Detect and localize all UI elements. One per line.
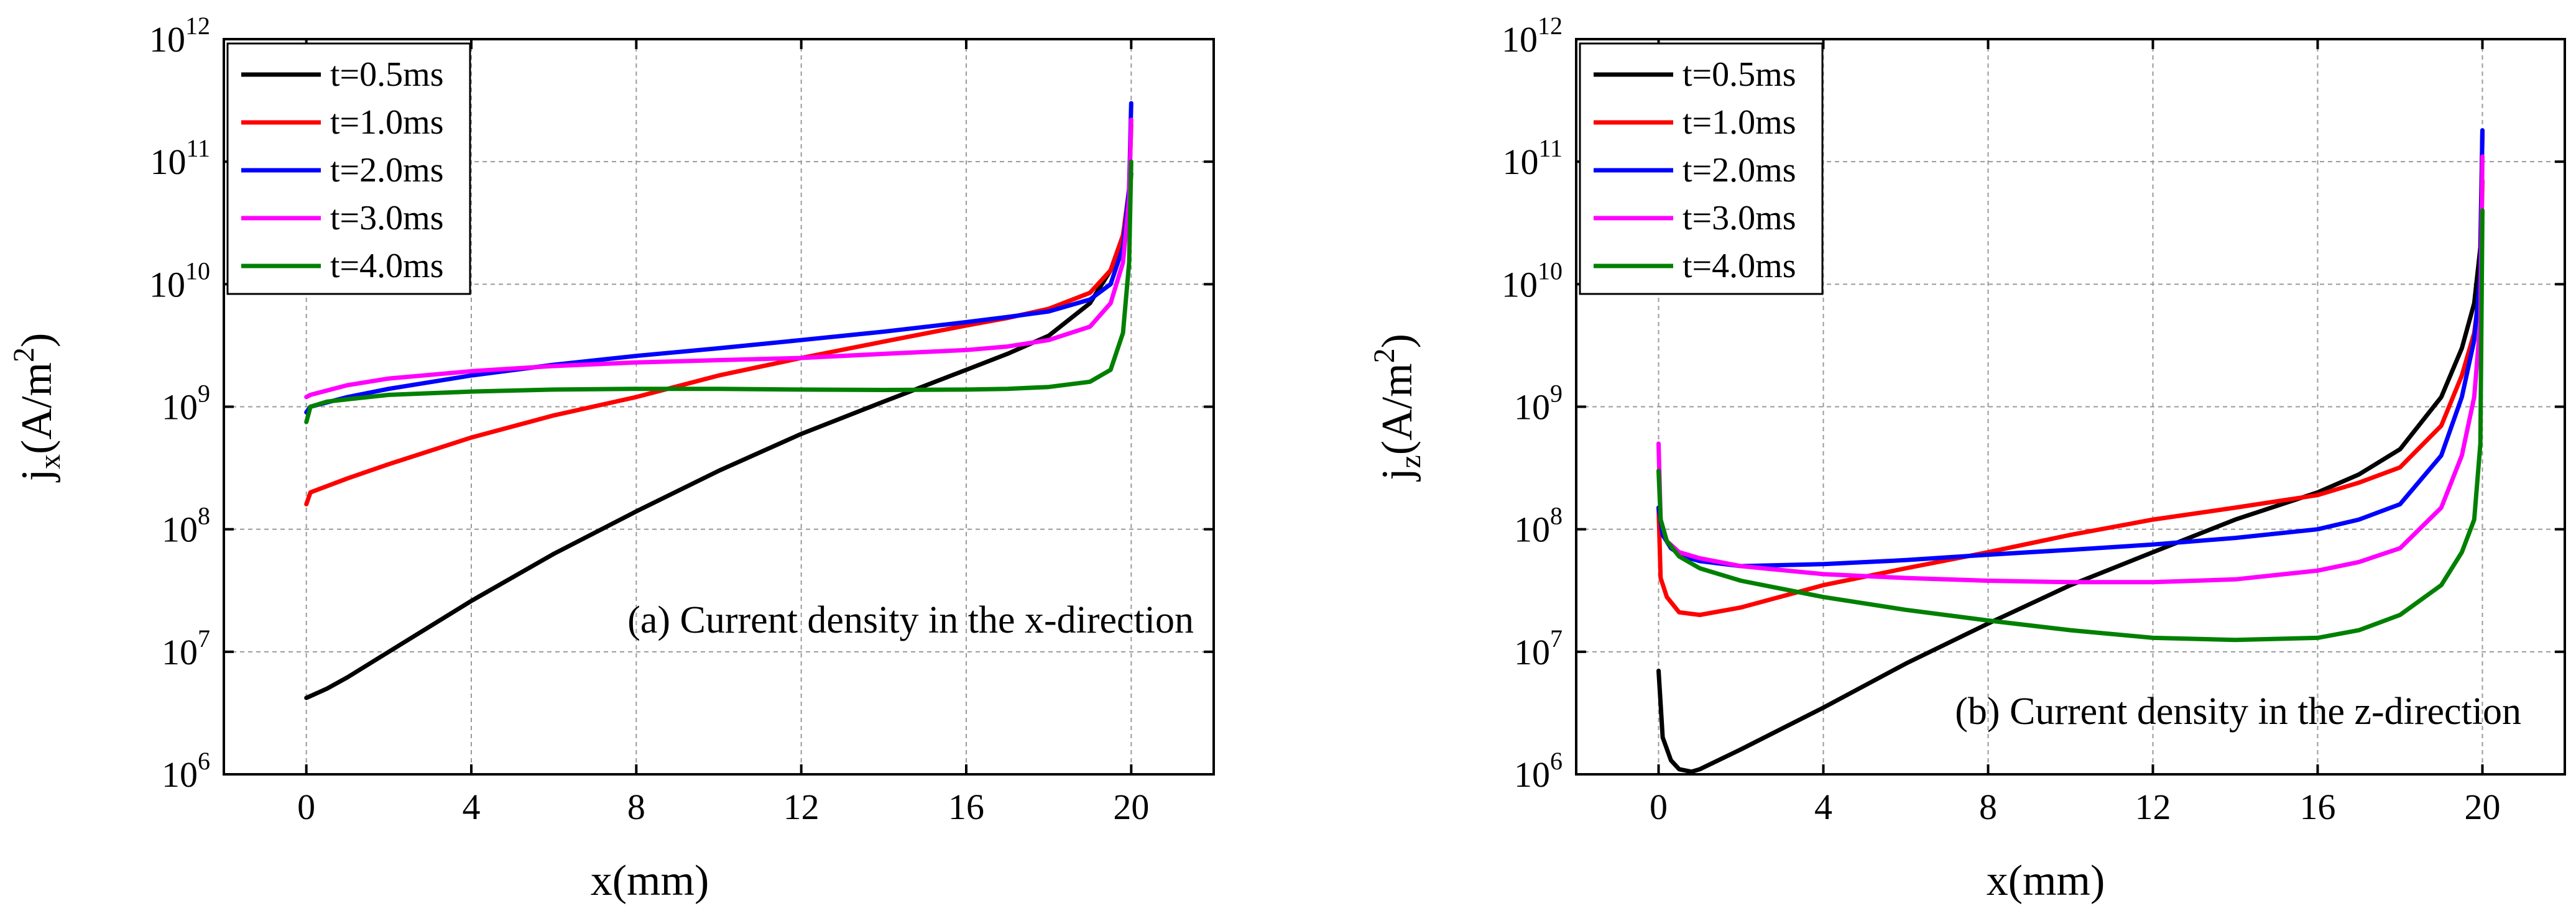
panel-b-xtick-label: 16	[2300, 787, 2336, 827]
panel-a-ytick-label: 106	[162, 747, 210, 795]
panel-a-xtick-label: 20	[1113, 787, 1149, 827]
panel-a-xtick-label: 4	[463, 787, 481, 827]
panel-b-legend-label-1: t=0.5ms	[1683, 55, 1796, 94]
panel-b-ytick-label: 1012	[1502, 12, 1563, 60]
panel-a-series-line-2	[304, 122, 1133, 506]
panel-b-legend-label-2: t=1.0ms	[1683, 103, 1796, 142]
panel-b-series-line-5	[1656, 208, 2485, 643]
panel-b-chart: (b) Current density in the z-direction x…	[1368, 12, 2566, 905]
panel-a-annotation: (a) Current density in the x-direction	[627, 599, 1194, 641]
panel-a-chart: (a) Current density in the x-direction x…	[7, 12, 1215, 905]
panel-b-ytick-label: 1010	[1502, 257, 1563, 305]
panel-a-ytick-label: 1010	[149, 257, 210, 305]
panel-a-legend-label-1: t=0.5ms	[330, 55, 444, 94]
panel-a-xtick-label: 0	[297, 787, 315, 827]
panel-a-legend: t=0.5ms t=1.0ms t=2.0ms t=3.0ms t=4.0ms	[226, 42, 471, 295]
panel-a-ytick-label: 109	[162, 380, 210, 428]
panel-a-series-line-5	[304, 159, 1133, 424]
panel-a-ytick-label: 1011	[150, 134, 210, 182]
panel-b-legend-label-5: t=4.0ms	[1683, 247, 1796, 285]
panel-a-legend-label-2: t=1.0ms	[330, 103, 444, 142]
panel-b-series-line-4	[1656, 154, 2485, 585]
panel-a-xlabel: x(mm)	[591, 857, 709, 905]
panel-a-ytick-label: 108	[162, 502, 210, 550]
panel-b-legend-label-4: t=3.0ms	[1683, 199, 1796, 237]
panel-b-xtick-label: 8	[1979, 787, 1997, 827]
panel-a-ylabel: jx(A/m2)	[7, 333, 67, 483]
panel-a-ytick-label: 1012	[149, 12, 210, 60]
panel-b-ytick-label: 106	[1514, 747, 1563, 795]
panel-a-ytick-label: 107	[162, 625, 210, 672]
panel-b-xlabel: x(mm)	[1987, 857, 2105, 905]
panel-b-series-line-1	[1656, 128, 2485, 774]
panel-b-xtick-label: 0	[1650, 787, 1668, 827]
panel-a-series-line-4	[304, 117, 1133, 400]
panel-a-xtick-label: 12	[783, 787, 819, 827]
panel-a-legend-label-3: t=2.0ms	[330, 151, 444, 190]
panel-b-series	[1656, 128, 2485, 774]
panel-b-ytick-label: 109	[1514, 380, 1563, 428]
panel-a-legend-label-4: t=3.0ms	[330, 199, 444, 237]
panel-b-ylabel: jz(A/m2)	[1368, 334, 1427, 482]
panel-b-legend: t=0.5ms t=1.0ms t=2.0ms t=3.0ms t=4.0ms	[1579, 42, 1824, 295]
panel-a-series	[304, 101, 1133, 700]
panel-b-xtick-label: 20	[2465, 787, 2501, 827]
panel-a-series-line-3	[304, 101, 1133, 414]
panel-b-series-line-3	[1656, 128, 2485, 569]
panel-a-xtick-label: 16	[948, 787, 984, 827]
panel-b-ytick-label: 107	[1514, 625, 1563, 672]
panel-b-annotation: (b) Current density in the z-direction	[1955, 690, 2521, 733]
panel-b-series-line-2	[1656, 178, 2485, 617]
panel-a-xtick-label: 8	[627, 787, 645, 827]
panel-b-xtick-label: 12	[2135, 787, 2171, 827]
panel-b-legend-label-3: t=2.0ms	[1683, 151, 1796, 190]
panel-b-ytick-label: 1011	[1502, 134, 1563, 182]
panel-a-legend-label-5: t=4.0ms	[330, 247, 444, 285]
panel-b-ytick-label: 108	[1514, 502, 1563, 550]
panel-b-xtick-label: 4	[1814, 787, 1832, 827]
